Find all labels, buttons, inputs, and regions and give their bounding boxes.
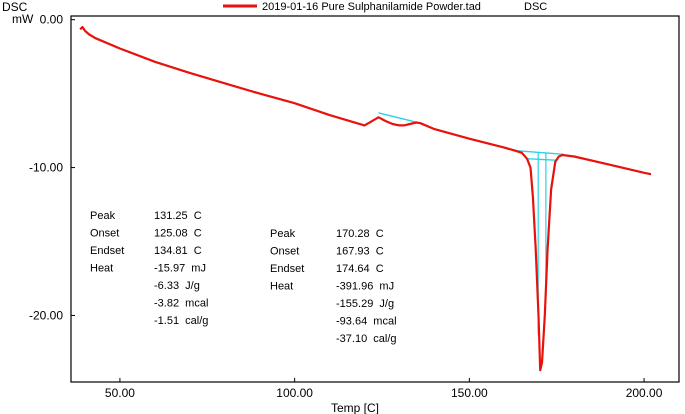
y-tick-label: -20.00 [29, 308, 63, 322]
annotation-value: 131.25 C [154, 210, 202, 222]
annotation-label: Onset [90, 228, 119, 240]
annotation-value: -15.97 mJ [154, 263, 206, 275]
legend-tag: DSC [524, 1, 547, 13]
annotation-value: 170.28 C [336, 228, 384, 240]
plot-frame [70, 15, 680, 383]
annotation-value: -155.29 J/g [336, 298, 394, 310]
annotation-label: Peak [270, 228, 296, 240]
annotation-label: Onset [270, 246, 299, 258]
annotation-value: -1.51 cal/g [154, 315, 208, 327]
axes: 50.00 100.00 150.00 200.00 0.00 -10.00 -20.00 [29, 13, 663, 400]
baselines [378, 112, 564, 155]
annotation-label: Peak [90, 210, 116, 222]
annotation-value: -37.10 cal/g [336, 333, 397, 345]
annotation-value: -6.33 J/g [154, 280, 200, 292]
annotation-label: Endset [90, 245, 124, 257]
x-tick-label: 50.00 [105, 386, 135, 400]
annotation-label: Endset [270, 263, 304, 275]
annotation-value: -391.96 mJ [336, 281, 394, 293]
legend-label: 2019-01-16 Pure Sulphanilamide Powder.ta… [262, 1, 481, 13]
annotation-value: -93.64 mcal [336, 316, 397, 328]
annotation-value: 125.08 C [154, 228, 202, 240]
y-unit-top: DSC [2, 0, 28, 14]
annotation-value: 174.64 C [336, 263, 384, 275]
baseline-line [378, 112, 421, 124]
annotation-label: Heat [90, 263, 113, 275]
baseline-line [514, 149, 564, 155]
annotation-value: -3.82 mcal [154, 298, 208, 310]
x-axis-label: Temp [C] [331, 401, 379, 414]
annotation-label: Heat [270, 281, 293, 293]
annotations: Peak 131.25 C Onset 125.08 C Endset 134.81 C H… [90, 210, 397, 345]
y-tick-label: 0.00 [40, 13, 64, 27]
y-tick-label: -10.00 [29, 161, 63, 175]
x-tick-label: 200.00 [626, 386, 663, 400]
annotation-value: 167.93 C [336, 246, 384, 258]
dsc-curve [79, 26, 652, 372]
y-unit-bottom: mW [12, 12, 34, 26]
x-tick-label: 150.00 [451, 386, 488, 400]
x-tick-label: 100.00 [276, 386, 313, 400]
annotation-value: 134.81 C [154, 245, 202, 257]
